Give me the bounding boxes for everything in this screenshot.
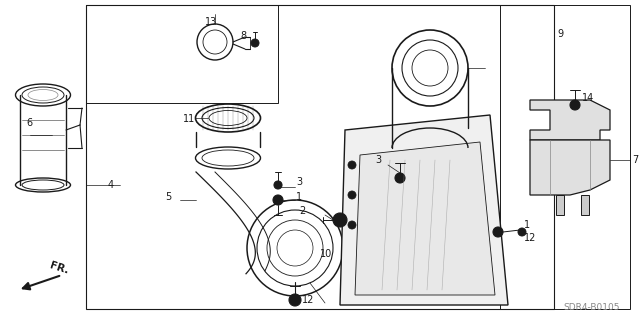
- Polygon shape: [355, 142, 495, 295]
- Circle shape: [289, 294, 301, 306]
- Text: 9: 9: [557, 29, 563, 39]
- Text: 12: 12: [302, 295, 314, 305]
- Text: 1: 1: [296, 192, 302, 202]
- Text: 3: 3: [296, 177, 302, 187]
- Circle shape: [348, 161, 356, 169]
- Text: 6: 6: [26, 117, 32, 128]
- Text: SDR4-B0105: SDR4-B0105: [563, 303, 620, 313]
- Bar: [86, 5, 278, 103]
- Text: 7: 7: [632, 155, 638, 165]
- Text: 10: 10: [320, 249, 332, 259]
- Bar: [500, 5, 630, 309]
- Circle shape: [274, 181, 282, 189]
- Text: 2: 2: [299, 206, 305, 216]
- Bar: [556, 195, 564, 215]
- Bar: [86, 5, 554, 309]
- Circle shape: [251, 39, 259, 47]
- Circle shape: [273, 195, 283, 205]
- Text: 14: 14: [582, 93, 595, 103]
- Text: 4: 4: [108, 180, 114, 190]
- Text: 11: 11: [183, 114, 195, 124]
- Text: 1: 1: [524, 220, 530, 230]
- Circle shape: [395, 173, 405, 183]
- Circle shape: [348, 191, 356, 199]
- Circle shape: [570, 100, 580, 110]
- Polygon shape: [340, 115, 508, 305]
- Text: 5: 5: [165, 192, 172, 202]
- Circle shape: [333, 213, 347, 227]
- Text: 8: 8: [240, 31, 246, 41]
- Bar: [581, 195, 589, 215]
- Text: 3: 3: [375, 155, 381, 165]
- Text: 12: 12: [524, 233, 536, 243]
- Circle shape: [518, 228, 526, 236]
- Text: 13: 13: [205, 17, 217, 27]
- Circle shape: [493, 227, 503, 237]
- Circle shape: [348, 221, 356, 229]
- Polygon shape: [530, 100, 610, 140]
- Text: FR.: FR.: [48, 260, 70, 276]
- Polygon shape: [530, 140, 610, 195]
